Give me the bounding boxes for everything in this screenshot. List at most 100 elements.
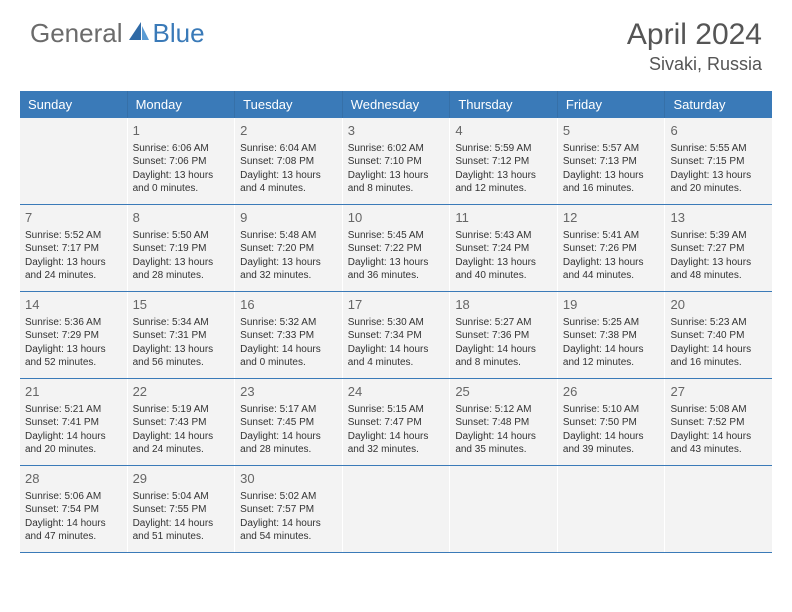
title-block: April 2024 Sivaki, Russia <box>627 18 762 75</box>
sunset-text: Sunset: 7:06 PM <box>133 155 230 169</box>
daylight-text: Daylight: 13 hours <box>25 343 122 357</box>
sunset-text: Sunset: 7:47 PM <box>348 416 445 430</box>
day-cell: 15Sunrise: 5:34 AMSunset: 7:31 PMDayligh… <box>128 292 236 378</box>
sunset-text: Sunset: 7:50 PM <box>563 416 660 430</box>
sunrise-text: Sunrise: 5:23 AM <box>670 316 767 330</box>
day-cell: 3Sunrise: 6:02 AMSunset: 7:10 PMDaylight… <box>343 118 451 204</box>
day-cell: 21Sunrise: 5:21 AMSunset: 7:41 PMDayligh… <box>20 379 128 465</box>
daylight-text: Daylight: 13 hours <box>455 256 552 270</box>
sunset-text: Sunset: 7:43 PM <box>133 416 230 430</box>
day-number: 19 <box>563 296 660 314</box>
sunrise-text: Sunrise: 5:41 AM <box>563 229 660 243</box>
day-number: 5 <box>563 122 660 140</box>
sunset-text: Sunset: 7:24 PM <box>455 242 552 256</box>
day-header-row: Sunday Monday Tuesday Wednesday Thursday… <box>20 91 772 118</box>
daylight-text: and 44 minutes. <box>563 269 660 283</box>
day-number: 12 <box>563 209 660 227</box>
empty-cell <box>665 466 772 552</box>
day-number: 16 <box>240 296 337 314</box>
daylight-text: Daylight: 13 hours <box>25 256 122 270</box>
week-row: 21 Sunrise: 5:21 AMSunset: 7:41 PM Dayligh… <box>20 379 772 466</box>
daylight-text: Daylight: 14 hours <box>133 517 230 531</box>
week-row: 7Sunrise: 5:52 AMSunset: 7:17 PMDaylight… <box>20 205 772 292</box>
daylight-text: and 28 minutes. <box>240 443 337 457</box>
daylight-text: and 24 minutes. <box>133 443 230 457</box>
empty-cell <box>20 118 128 204</box>
daylight-text: Daylight: 14 hours <box>670 343 767 357</box>
day-header-sat: Saturday <box>665 91 772 118</box>
day-cell: 23Sunrise: 5:17 AMSunset: 7:45 PMDayligh… <box>235 379 343 465</box>
sunset-text: Sunset: 7:20 PM <box>240 242 337 256</box>
daylight-text: Daylight: 14 hours <box>240 430 337 444</box>
daylight-text: and 54 minutes. <box>240 530 337 544</box>
sunset-text: Sunset: 7:41 PM <box>25 416 122 430</box>
daylight-text: and 20 minutes. <box>25 443 122 457</box>
sunrise-text: Sunrise: 5:02 AM <box>240 490 337 504</box>
day-number: 14 <box>25 296 122 314</box>
day-header-tue: Tuesday <box>235 91 343 118</box>
daylight-text: Daylight: 14 hours <box>240 517 337 531</box>
day-number: 26 <box>563 383 660 401</box>
sunset-text: Sunset: 7:26 PM <box>563 242 660 256</box>
day-cell: 12Sunrise: 5:41 AMSunset: 7:26 PMDayligh… <box>558 205 666 291</box>
daylight-text: Daylight: 13 hours <box>670 169 767 183</box>
day-cell: 9Sunrise: 5:48 AMSunset: 7:20 PMDaylight… <box>235 205 343 291</box>
daylight-text: and 35 minutes. <box>455 443 552 457</box>
sunset-text: Sunset: 7:12 PM <box>455 155 552 169</box>
daylight-text: Daylight: 13 hours <box>240 169 337 183</box>
sunrise-text: Sunrise: 5:52 AM <box>25 229 122 243</box>
day-number: 28 <box>25 470 122 488</box>
sunrise-text: Sunrise: 5:32 AM <box>240 316 337 330</box>
day-cell: 29Sunrise: 5:04 AMSunset: 7:55 PMDayligh… <box>128 466 236 552</box>
sunset-text: Sunset: 7:36 PM <box>455 329 552 343</box>
sunrise-text: Sunrise: 5:21 AM <box>25 403 122 417</box>
sunset-text: Sunset: 7:08 PM <box>240 155 337 169</box>
sunset-text: Sunset: 7:45 PM <box>240 416 337 430</box>
logo-sail-icon <box>127 20 151 47</box>
daylight-text: Daylight: 14 hours <box>133 430 230 444</box>
daylight-text: and 8 minutes. <box>348 182 445 196</box>
empty-cell <box>343 466 451 552</box>
day-number: 21 <box>25 383 122 401</box>
day-cell: 17Sunrise: 5:30 AMSunset: 7:34 PMDayligh… <box>343 292 451 378</box>
daylight-text: and 16 minutes. <box>563 182 660 196</box>
daylight-text: and 56 minutes. <box>133 356 230 370</box>
day-number: 24 <box>348 383 445 401</box>
daylight-text: Daylight: 14 hours <box>348 343 445 357</box>
sunrise-text: Sunrise: 5:19 AM <box>133 403 230 417</box>
sunrise-text: Sunrise: 5:17 AM <box>240 403 337 417</box>
day-number: 7 <box>25 209 122 227</box>
sunset-text: Sunset: 7:13 PM <box>563 155 660 169</box>
daylight-text: and 0 minutes. <box>133 182 230 196</box>
day-header-fri: Friday <box>558 91 666 118</box>
sunrise-text: Sunrise: 5:04 AM <box>133 490 230 504</box>
sunrise-text: Sunrise: 5:59 AM <box>455 142 552 156</box>
logo-text-blue: Blue <box>153 18 205 49</box>
day-number: 13 <box>670 209 767 227</box>
daylight-text: and 24 minutes. <box>25 269 122 283</box>
sunrise-text: Sunrise: 5:36 AM <box>25 316 122 330</box>
day-number: 2 <box>240 122 337 140</box>
day-header-sun: Sunday <box>20 91 128 118</box>
day-cell: 11Sunrise: 5:43 AMSunset: 7:24 PMDayligh… <box>450 205 558 291</box>
day-number: 27 <box>670 383 767 401</box>
sunset-text: Sunset: 7:52 PM <box>670 416 767 430</box>
day-cell: 7 Sunrise: 5:52 AMSunset: 7:17 PMDaylight… <box>20 205 128 291</box>
sunset-text: Sunset: 7:40 PM <box>670 329 767 343</box>
day-header-thu: Thursday <box>450 91 558 118</box>
sunrise-text: Sunrise: 5:43 AM <box>455 229 552 243</box>
day-cell: 8Sunrise: 5:50 AMSunset: 7:19 PMDaylight… <box>128 205 236 291</box>
day-cell: 1Sunrise: 6:06 AMSunset: 7:06 PMDaylight… <box>128 118 236 204</box>
day-header-mon: Monday <box>128 91 236 118</box>
daylight-text: and 8 minutes. <box>455 356 552 370</box>
daylight-text: and 48 minutes. <box>670 269 767 283</box>
sunset-text: Sunset: 7:17 PM <box>25 242 122 256</box>
location: Sivaki, Russia <box>627 54 762 75</box>
day-number: 22 <box>133 383 230 401</box>
daylight-text: and 32 minutes. <box>348 443 445 457</box>
daylight-text: and 32 minutes. <box>240 269 337 283</box>
daylight-text: and 51 minutes. <box>133 530 230 544</box>
daylight-text: Daylight: 13 hours <box>133 169 230 183</box>
day-number: 1 <box>133 122 230 140</box>
day-header-wed: Wednesday <box>343 91 451 118</box>
